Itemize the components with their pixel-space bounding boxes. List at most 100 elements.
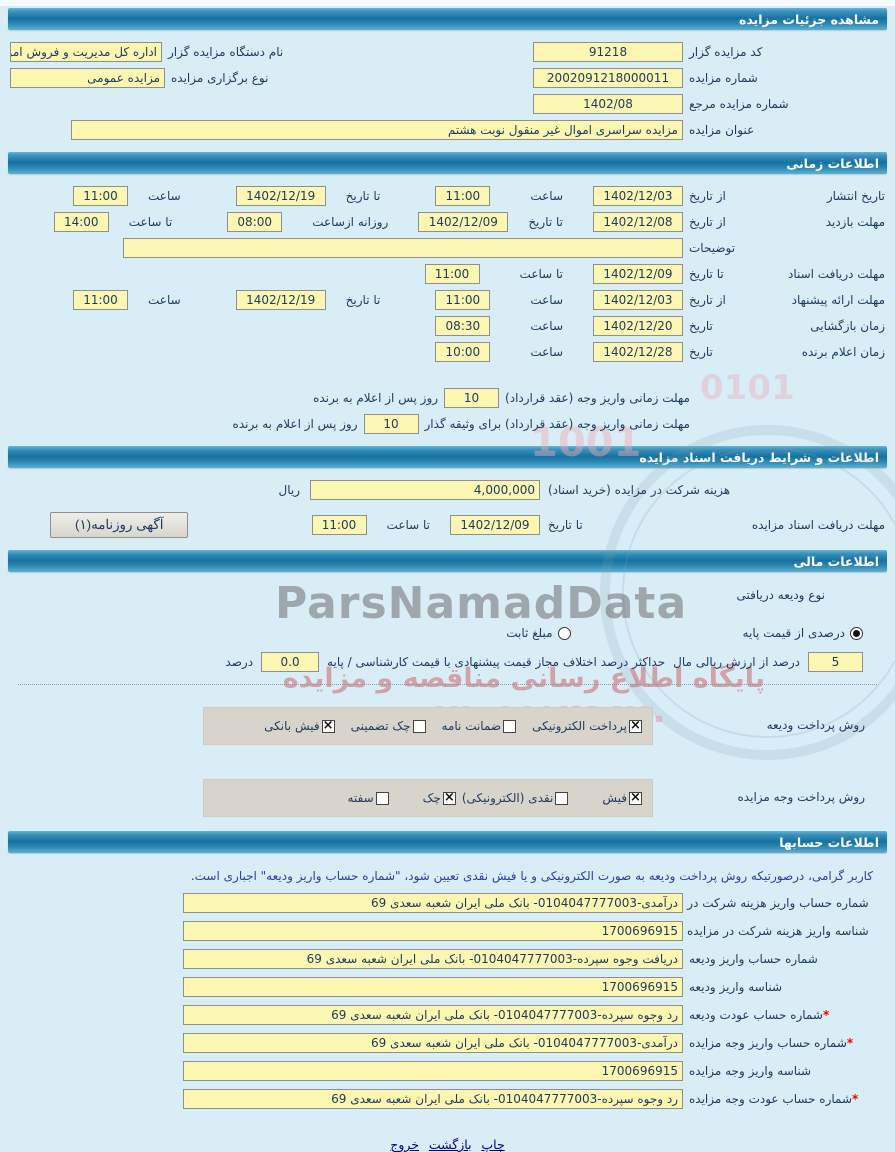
check-checkbox-icon[interactable]	[442, 791, 456, 805]
row-visit-deadline: مهلت بازدید از تاریخ 1402/12/08 تا تاریخ…	[10, 212, 885, 232]
auction-number-field[interactable]: 2002091218000011	[533, 68, 683, 88]
exit-link[interactable]: خروج	[390, 1137, 420, 1152]
checkbox-bank-receipt[interactable]: فیش بانکی	[264, 719, 335, 733]
print-link[interactable]: چاپ	[481, 1137, 505, 1152]
receipt-checkbox-icon[interactable]	[629, 791, 642, 805]
visit-from-date-field[interactable]: 1402/12/08	[593, 212, 683, 232]
page-title: مشاهده جزئیات مزایده	[738, 11, 879, 27]
promissory-note-checkbox-icon[interactable]	[375, 791, 389, 805]
electronic-payment-checkbox-icon[interactable]	[629, 719, 642, 733]
offer-to-date-field[interactable]: 1402/12/19	[235, 290, 326, 310]
deposit-percent-row: 5 درصد از ارزش ریالی مال حداکثر درصد اخت…	[10, 652, 885, 672]
promissory-note-label: سفته	[347, 791, 374, 805]
visit-daily-label: روزانه ازساعت	[312, 215, 389, 229]
winner-date-field[interactable]: 1402/12/28	[593, 342, 683, 362]
checkbox-certified-check[interactable]: چک تضمینی	[351, 719, 426, 733]
radio-fixed-icon[interactable]	[557, 626, 571, 640]
row-deposit-id: *شناسه واریز ودیعه 1700696915	[10, 977, 885, 997]
radio-percent-icon[interactable]	[850, 626, 863, 640]
opening-date-label: تاریخ	[689, 319, 713, 333]
payment-method-label: روش پرداخت وجه مزایده	[737, 790, 865, 804]
offer-from-date-field[interactable]: 1402/12/03	[593, 290, 683, 310]
certified-check-label: چک تضمینی	[350, 719, 411, 733]
certified-check-checkbox-icon[interactable]	[412, 719, 426, 733]
payment-deadline-guarantor-suffix: روز پس از اعلام به برنده	[232, 417, 358, 431]
auction-title-field[interactable]: مزایده سراسری اموال غیر منقول نوبت هشتم	[71, 120, 683, 140]
publish-to-time-field[interactable]: 11:00	[73, 186, 128, 206]
publish-from-time-field[interactable]: 11:00	[435, 186, 491, 206]
org-name-label: نام دستگاه مزایده گزار	[168, 45, 284, 59]
auction-code-field[interactable]: 91218	[533, 42, 683, 62]
winner-time-field[interactable]: 10:00	[435, 342, 491, 362]
notes-field[interactable]	[123, 238, 683, 258]
radio-fixed-label: مبلغ ثابت	[506, 626, 553, 640]
opening-date-field[interactable]: 1402/12/20	[593, 316, 683, 336]
deposit-id-field[interactable]: 1700696915	[183, 977, 683, 997]
payment-deadline-field[interactable]: 10	[444, 388, 500, 408]
deposit-percent-field[interactable]: 5	[808, 652, 863, 672]
doc-receive-date-field[interactable]: 1402/12/09	[450, 515, 540, 535]
winner-hour-label: ساعت	[530, 345, 563, 359]
fee-unit-label: ریال	[278, 483, 300, 497]
doc-receive-hour-label: تا ساعت	[386, 518, 430, 532]
deposit-refund-account-field[interactable]: رد وجوه سپرده-0104047777003- بانک ملی ای…	[183, 1005, 683, 1025]
fee-deposit-id-field[interactable]: 1700696915	[183, 921, 683, 941]
row-deposit-account: *شماره حساب واریز ودیعه دریافت وجوه سپرد…	[10, 949, 885, 969]
financial-section: نوع ودیعه دریافتی درصدی از قیمت پایه مبل…	[0, 572, 895, 817]
section-header-view-details: مشاهده جزئیات مزایده	[8, 8, 887, 30]
opening-time-field[interactable]: 08:30	[435, 316, 491, 336]
auction-refund-account-field[interactable]: رد وجوه سپرده-0104047777003- بانک ملی ای…	[183, 1089, 683, 1109]
visit-to-date-field[interactable]: 1402/12/09	[418, 212, 509, 232]
checkbox-guarantee-letter[interactable]: ضمانت نامه	[442, 719, 517, 733]
row-publish-date: تاریخ انتشار از تاریخ 1402/12/03 ساعت 11…	[10, 186, 885, 206]
auction-type-field[interactable]: مزایده عمومی	[10, 68, 165, 88]
offer-from-time-field[interactable]: 11:00	[435, 290, 491, 310]
checkbox-check[interactable]: چک	[423, 791, 456, 805]
org-name-field[interactable]: اداره کل مدیریت و فروش اموال	[10, 42, 162, 62]
doc-receive-time-field[interactable]: 11:00	[311, 515, 367, 535]
auction-payment-account-field[interactable]: درآمدی-0104047777003- بانک ملی ایران شعب…	[183, 1033, 683, 1053]
bank-receipt-checkbox-icon[interactable]	[321, 719, 335, 733]
top-strip	[0, 0, 895, 6]
fee-deposit-account-label: شماره حساب واریز هزینه شرکت در مزایده	[651, 896, 869, 910]
electronic-payment-label: پرداخت الکترونیکی	[532, 719, 627, 733]
visit-label: مهلت بازدید	[825, 215, 885, 229]
deposit-account-field[interactable]: دریافت وجوه سپرده-0104047777003- بانک مل…	[183, 949, 683, 969]
auction-payment-id-field[interactable]: 1700696915	[183, 1061, 683, 1081]
radio-percent-of-base[interactable]: درصدی از قیمت پایه	[743, 626, 863, 640]
doc-deadline-to-label: تا تاریخ	[689, 267, 724, 281]
max-diff-field[interactable]: 0.0	[261, 652, 320, 672]
participation-fee-label: هزینه شرکت در مزایده (خرید اسناد)	[548, 483, 731, 497]
doc-receive-deadline-label: مهلت دریافت اسناد مزایده	[751, 518, 885, 532]
visit-to-label: تا تاریخ	[528, 215, 563, 229]
reference-number-field[interactable]: 1402/08	[533, 94, 683, 114]
doc-deadline-date-field[interactable]: 1402/12/09	[593, 264, 683, 284]
visit-from-time-field[interactable]: 08:00	[227, 212, 283, 232]
publish-from-date-field[interactable]: 1402/12/03	[593, 186, 683, 206]
payment-deadline-guarantor-field[interactable]: 10	[363, 414, 419, 434]
fee-deposit-account-field[interactable]: درآمدی-0104047777003- بانک ملی ایران شعب…	[183, 893, 683, 913]
visit-to-time-field[interactable]: 14:00	[53, 212, 109, 232]
publish-from-label: از تاریخ	[689, 189, 726, 203]
checkbox-cash-electronic[interactable]: نقدی (الکترونیکی)	[462, 791, 569, 805]
newspaper-ad-button[interactable]: آگهی روزنامه(۱)	[50, 512, 189, 538]
back-link[interactable]: بازگشت	[428, 1137, 472, 1152]
checkbox-electronic-payment[interactable]: پرداخت الکترونیکی	[532, 719, 642, 733]
publish-hour2-label: ساعت	[148, 189, 181, 203]
checkbox-promissory-note[interactable]: سفته	[347, 791, 389, 805]
row-auction-payment-id: *شناسه واریز وجه مزایده 1700696915	[10, 1061, 885, 1081]
offer-to-time-field[interactable]: 11:00	[73, 290, 128, 310]
cash-electronic-checkbox-icon[interactable]	[555, 791, 569, 805]
row-notes: توضیحات	[10, 238, 885, 258]
participation-fee-field[interactable]: 4,000,000	[310, 480, 540, 500]
doc-deadline-time-field[interactable]: 11:00	[424, 264, 480, 284]
row-auction-payment-account: *شماره حساب واریز وجه مزایده درآمدی-0104…	[10, 1033, 885, 1053]
publish-to-label: تا تاریخ	[345, 189, 381, 203]
required-marker: *	[822, 1008, 830, 1022]
offer-label: مهلت ارائه پیشنهاد	[791, 293, 885, 307]
radio-fixed-amount[interactable]: مبلغ ثابت	[506, 626, 571, 640]
checkbox-receipt[interactable]: فیش	[602, 791, 642, 805]
offer-hour-label: ساعت	[530, 293, 563, 307]
guarantee-letter-checkbox-icon[interactable]	[503, 719, 517, 733]
publish-to-date-field[interactable]: 1402/12/19	[235, 186, 326, 206]
